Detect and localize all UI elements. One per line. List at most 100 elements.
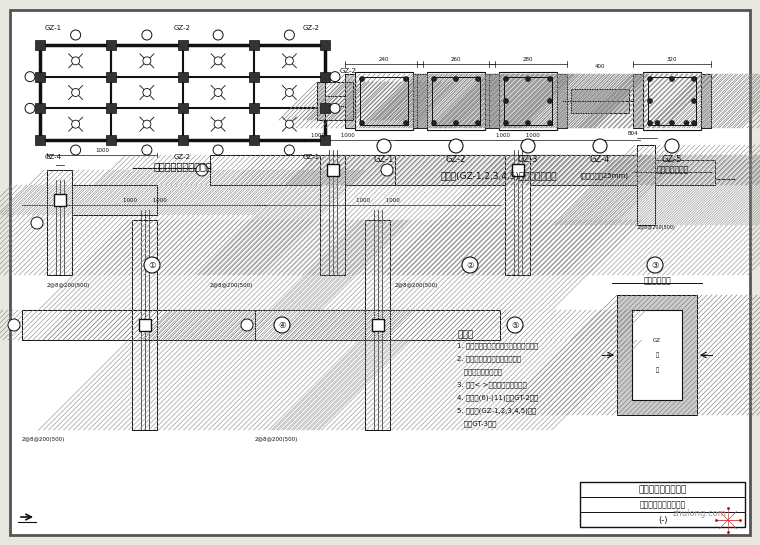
Bar — [390, 310, 500, 340]
Circle shape — [547, 99, 553, 104]
Text: B04: B04 — [627, 130, 638, 136]
Bar — [413, 74, 423, 128]
Text: 2. 圈梁尺寸及配筋由结构工程师: 2. 圈梁尺寸及配筋由结构工程师 — [457, 355, 521, 362]
Text: 320: 320 — [667, 57, 677, 62]
Text: 均为GT-3型。: 均为GT-3型。 — [457, 420, 496, 427]
Circle shape — [142, 30, 152, 40]
Bar — [648, 77, 696, 125]
Text: GZ-2: GZ-2 — [174, 154, 191, 160]
Circle shape — [8, 319, 20, 331]
Bar — [345, 82, 353, 120]
Circle shape — [144, 257, 160, 273]
Bar — [345, 155, 455, 185]
Text: 构造柱承台梁三节点: 构造柱承台梁三节点 — [639, 486, 687, 494]
Bar — [633, 74, 643, 128]
Bar — [106, 135, 116, 145]
Bar — [132, 340, 157, 430]
Text: 280: 280 — [523, 57, 534, 62]
Bar — [701, 74, 711, 128]
Bar — [249, 135, 258, 145]
Circle shape — [285, 120, 293, 128]
Circle shape — [31, 217, 43, 229]
Bar — [365, 340, 390, 430]
Bar — [210, 155, 320, 185]
Circle shape — [547, 120, 553, 125]
Circle shape — [692, 120, 696, 125]
Bar — [35, 40, 45, 50]
Bar — [432, 77, 480, 125]
Text: 1000: 1000 — [95, 148, 109, 153]
Circle shape — [214, 88, 222, 96]
Text: (比例尺寸以25mm): (比例尺寸以25mm) — [579, 173, 629, 179]
Bar — [132, 340, 157, 430]
Circle shape — [359, 76, 365, 82]
Circle shape — [432, 76, 436, 82]
Circle shape — [359, 120, 365, 125]
Text: 400: 400 — [595, 64, 605, 69]
Text: GZ-4: GZ-4 — [590, 154, 610, 164]
Circle shape — [692, 99, 696, 104]
Text: ①: ① — [148, 261, 156, 269]
Text: ⑤: ⑤ — [511, 320, 519, 330]
Text: 2@8@200(500): 2@8@200(500) — [255, 438, 298, 443]
Text: 260: 260 — [451, 57, 461, 62]
Circle shape — [454, 76, 458, 82]
Circle shape — [648, 120, 653, 125]
Bar — [372, 319, 384, 331]
Circle shape — [285, 57, 293, 65]
Text: ②: ② — [466, 261, 473, 269]
Bar — [417, 74, 427, 128]
Circle shape — [692, 76, 696, 82]
Bar — [505, 155, 530, 275]
Bar — [633, 74, 643, 128]
Bar — [637, 145, 655, 225]
Circle shape — [71, 57, 80, 65]
Bar — [138, 319, 150, 331]
Circle shape — [25, 71, 35, 82]
Circle shape — [71, 120, 80, 128]
Text: ④: ④ — [278, 320, 286, 330]
Bar — [637, 145, 655, 225]
Bar — [365, 220, 390, 310]
Bar — [320, 71, 330, 82]
Circle shape — [330, 104, 340, 113]
Text: 1000         1000: 1000 1000 — [122, 197, 166, 203]
Bar — [320, 40, 330, 50]
Bar — [345, 74, 355, 128]
Bar — [655, 160, 715, 185]
Text: 说明：: 说明： — [457, 330, 473, 339]
Bar — [365, 220, 390, 310]
Bar — [178, 135, 188, 145]
Bar — [317, 82, 325, 120]
Text: 5. 构造柱(GZ-1,2,3,4,5)插上: 5. 构造柱(GZ-1,2,3,4,5)插上 — [457, 407, 537, 414]
Circle shape — [670, 76, 675, 82]
Bar — [485, 74, 495, 128]
Circle shape — [377, 139, 391, 153]
Bar — [320, 155, 345, 275]
Circle shape — [648, 99, 653, 104]
Text: GZ-1: GZ-1 — [303, 154, 320, 160]
Bar — [106, 71, 116, 82]
Bar — [249, 104, 258, 113]
Bar — [632, 310, 682, 400]
Circle shape — [665, 139, 679, 153]
Bar — [505, 155, 530, 275]
Circle shape — [196, 164, 208, 176]
Text: GZ-1: GZ-1 — [45, 25, 62, 31]
Bar — [317, 82, 325, 120]
Bar — [35, 135, 45, 145]
Bar — [320, 135, 330, 145]
Circle shape — [521, 139, 535, 153]
Text: GZ: GZ — [653, 337, 661, 342]
Circle shape — [214, 120, 222, 128]
Bar — [413, 74, 423, 128]
Circle shape — [504, 120, 508, 125]
Bar — [530, 155, 640, 185]
Text: 2@8@200(500): 2@8@200(500) — [395, 282, 439, 288]
Bar — [178, 104, 188, 113]
Bar — [511, 164, 524, 176]
Circle shape — [213, 145, 223, 155]
Bar — [327, 164, 338, 176]
Bar — [320, 104, 330, 113]
Bar — [249, 71, 258, 82]
